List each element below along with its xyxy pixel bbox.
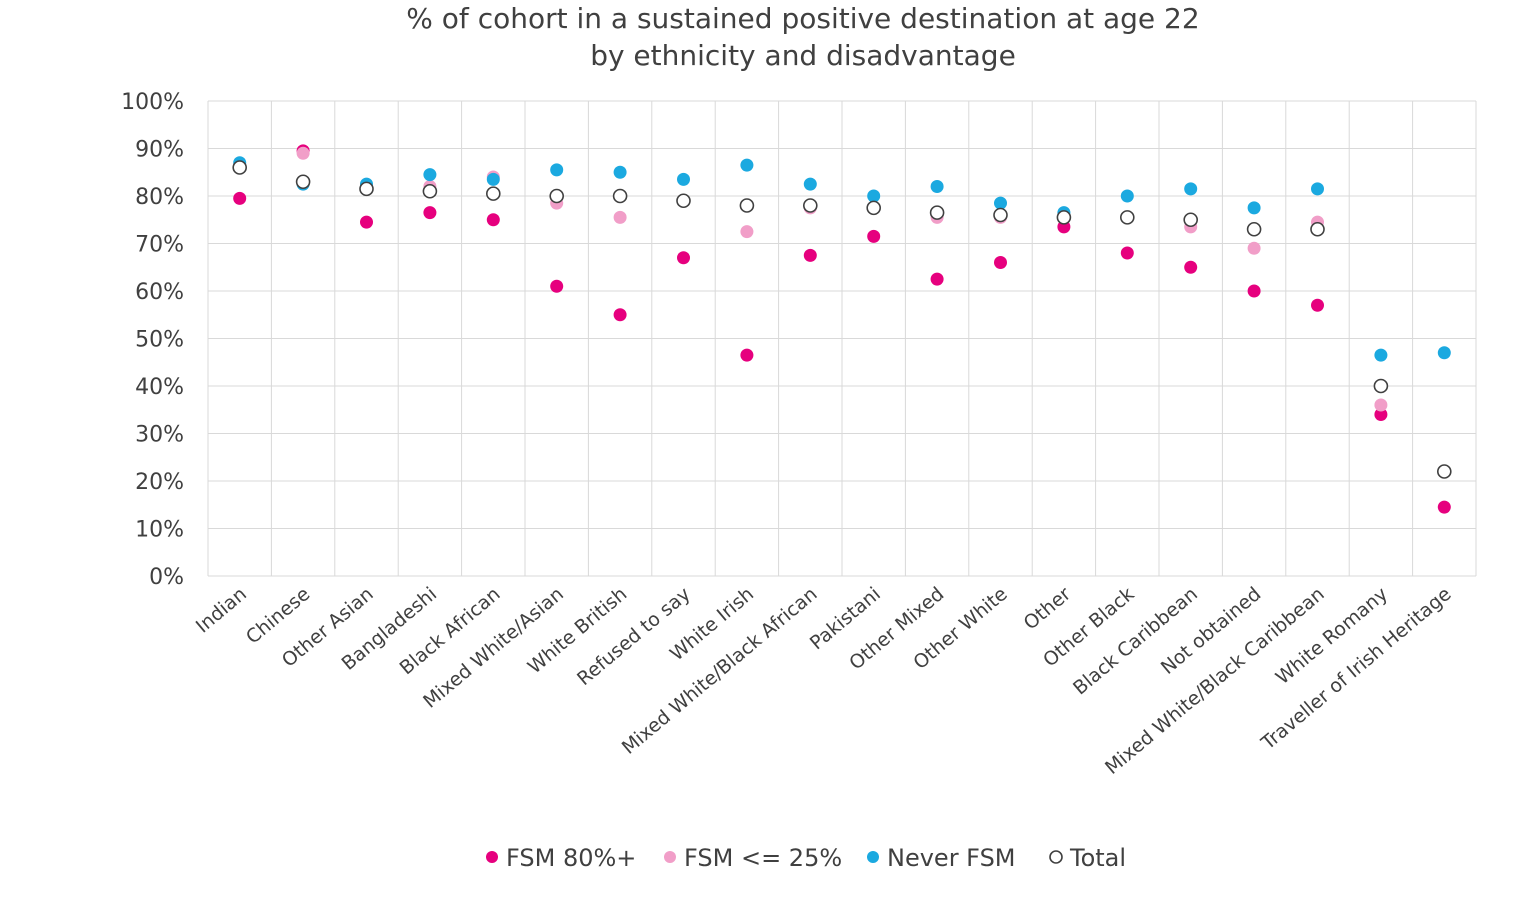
x-tick-label: White Romany xyxy=(1272,583,1392,689)
legend-marker xyxy=(486,851,498,863)
data-point xyxy=(1247,241,1261,255)
data-point xyxy=(233,191,247,205)
y-axis-ticks: 0% 10% 20% 30% 40% 50% 60% 70% 80% 90% 100% xyxy=(121,90,184,590)
data-point xyxy=(1120,189,1134,203)
data-point xyxy=(676,193,691,209)
data-point xyxy=(1183,212,1198,228)
y-tick-label: 30% xyxy=(135,423,184,448)
data-point xyxy=(867,189,881,203)
data-point xyxy=(802,198,818,213)
y-tick-label: 50% xyxy=(135,328,184,353)
legend-marker xyxy=(867,851,879,863)
data-point xyxy=(613,308,627,322)
data-point xyxy=(677,172,690,186)
y-tick-label: 100% xyxy=(121,90,184,115)
data-point xyxy=(1247,201,1261,215)
legend-marker xyxy=(664,851,676,863)
data-point xyxy=(1120,210,1135,225)
data-point xyxy=(803,248,817,262)
series-fsm-80- xyxy=(233,144,1451,514)
data-point xyxy=(486,213,500,227)
data-point xyxy=(360,215,373,229)
legend: FSM 80%+ FSM <= 25% Never FSM Total xyxy=(486,844,1126,872)
y-tick-label: 70% xyxy=(135,233,184,258)
y-tick-label: 10% xyxy=(135,518,184,543)
data-point xyxy=(1311,298,1324,312)
legend-marker xyxy=(1049,850,1063,864)
data-point xyxy=(1374,398,1388,412)
x-tick-label: Refused to say xyxy=(573,583,695,690)
data-point xyxy=(486,172,500,186)
data-point xyxy=(1184,260,1198,274)
data-point xyxy=(1437,464,1452,479)
y-tick-label: 0% xyxy=(149,565,184,590)
legend-label: FSM 80%+ xyxy=(506,844,636,872)
data-point xyxy=(803,177,817,191)
gridlines xyxy=(207,100,1477,577)
data-point xyxy=(1374,408,1388,421)
x-tick-label: Other xyxy=(1020,583,1076,635)
data-point xyxy=(1247,284,1261,298)
data-point xyxy=(359,181,374,197)
data-point xyxy=(612,188,628,204)
data-point xyxy=(1373,378,1389,394)
data-point xyxy=(613,165,627,179)
data-point xyxy=(866,200,882,216)
y-tick-label: 60% xyxy=(135,280,184,305)
legend-label: Never FSM xyxy=(887,844,1016,872)
data-point xyxy=(1311,182,1324,196)
data-point xyxy=(993,207,1008,223)
data-point xyxy=(550,163,564,177)
y-tick-label: 80% xyxy=(135,185,184,210)
legend-label: FSM <= 25% xyxy=(684,844,842,872)
series-total xyxy=(232,160,1452,479)
data-point xyxy=(296,146,310,160)
data-point xyxy=(232,160,247,175)
data-point xyxy=(740,348,754,362)
data-point xyxy=(1184,182,1198,196)
data-point xyxy=(677,251,690,265)
data-point xyxy=(994,196,1007,210)
data-point xyxy=(423,168,437,182)
legend-label: Total xyxy=(1069,844,1126,872)
data-point xyxy=(613,210,627,224)
data-point xyxy=(295,174,311,190)
data-point xyxy=(740,158,754,172)
data-point xyxy=(740,225,754,239)
data-point xyxy=(930,272,944,286)
y-tick-label: 20% xyxy=(135,470,184,495)
data-point xyxy=(1437,500,1451,514)
chart-title-line-1: % of cohort in a sustained positive dest… xyxy=(406,2,1199,35)
data-points xyxy=(232,144,1452,514)
data-point xyxy=(739,198,755,213)
data-point xyxy=(485,186,501,201)
data-point xyxy=(867,229,881,243)
data-point xyxy=(1056,210,1072,225)
chart-title: % of cohort in a sustained positive dest… xyxy=(406,2,1199,72)
data-point xyxy=(1437,346,1451,360)
data-point xyxy=(550,279,564,293)
x-tick-label: Indian xyxy=(192,583,251,638)
y-tick-label: 90% xyxy=(135,138,184,163)
data-point xyxy=(423,206,437,220)
y-tick-label: 40% xyxy=(135,375,184,400)
data-point xyxy=(1120,246,1134,260)
data-point xyxy=(929,205,945,220)
data-point xyxy=(549,188,565,204)
data-point xyxy=(994,256,1007,269)
data-point xyxy=(422,183,438,199)
data-point xyxy=(1310,221,1325,237)
data-point xyxy=(930,180,944,193)
data-point xyxy=(1374,348,1388,362)
data-point xyxy=(1246,221,1262,237)
chart-title-line-2: by ethnicity and disadvantage xyxy=(590,39,1016,72)
